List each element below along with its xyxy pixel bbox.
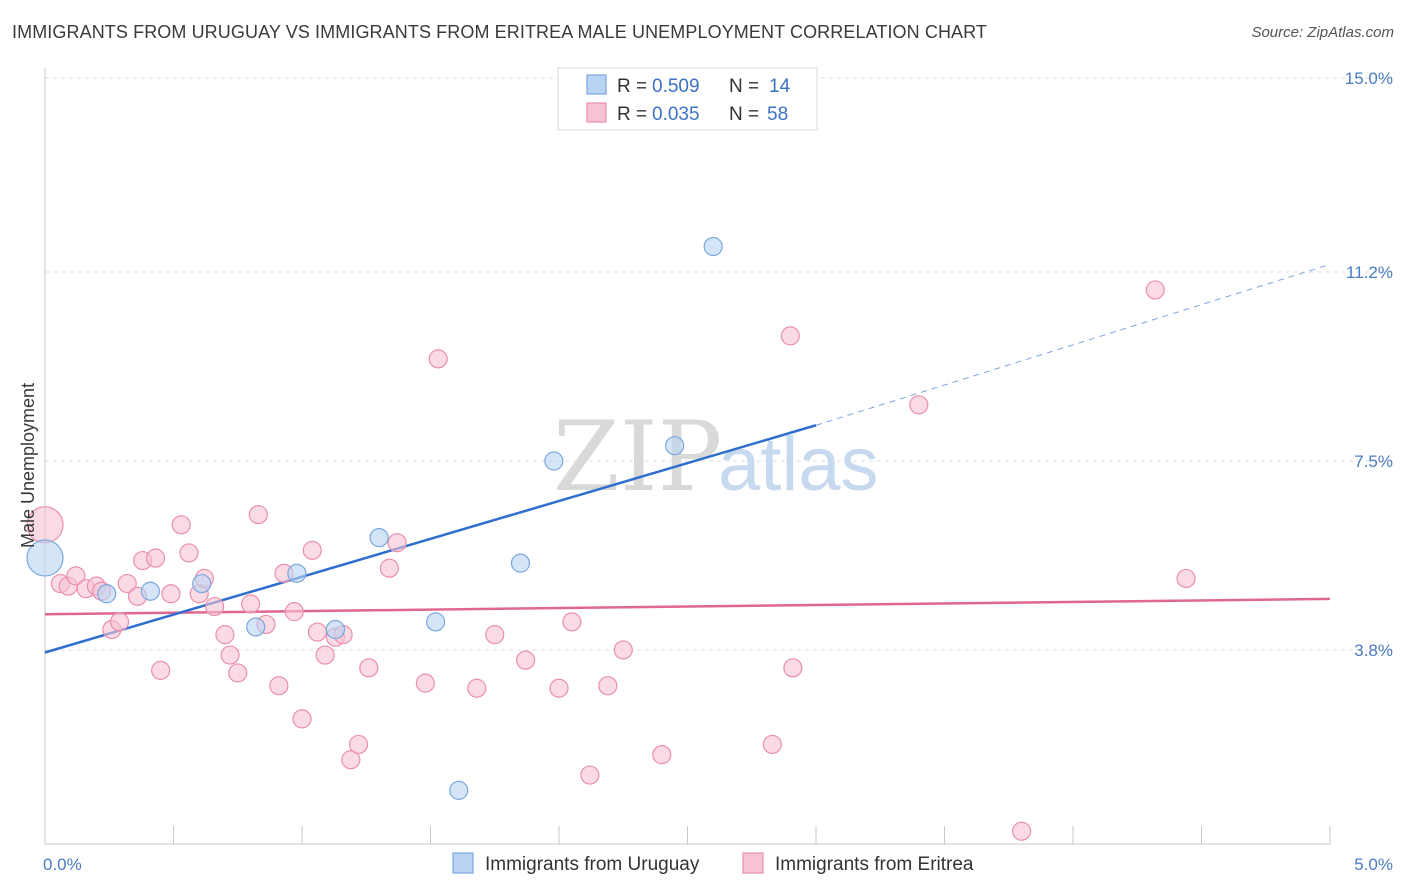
point-eritrea-37 xyxy=(359,658,379,678)
point-uruguay-3 xyxy=(192,573,212,594)
legend-r-value-uruguay: 0.509 xyxy=(652,76,700,97)
legend-r-label-uruguay: R = xyxy=(617,76,647,97)
legend-r-label-eritrea: R = xyxy=(617,104,647,125)
point-eritrea-53 xyxy=(783,658,803,678)
trend-lines xyxy=(44,263,1331,654)
point-eritrea-32 xyxy=(315,645,335,665)
point-eritrea-3 xyxy=(66,566,86,586)
point-eritrea-48 xyxy=(598,676,618,696)
point-eritrea-36 xyxy=(348,734,369,755)
series-legend-swatch-uruguay xyxy=(452,852,474,874)
point-eritrea-8 xyxy=(109,612,130,632)
y-axis-label: Male Unemployment xyxy=(18,383,38,548)
x-tick-label-0: 0.0% xyxy=(43,855,82,874)
point-eritrea-12 xyxy=(145,548,166,568)
point-eritrea-13 xyxy=(151,660,171,680)
point-eritrea-52 xyxy=(780,326,800,346)
watermark-atlas: atlas xyxy=(718,422,879,507)
trend-line-eritrea xyxy=(44,597,1331,616)
trend-line-uruguay-extension xyxy=(815,263,1331,426)
point-eritrea-56 xyxy=(1145,280,1165,300)
series-legend-label-eritrea: Immigrants from Eritrea xyxy=(775,854,974,875)
point-uruguay-10 xyxy=(510,553,531,573)
legend-n-value-eritrea: 58 xyxy=(767,104,788,125)
point-uruguay-2 xyxy=(140,581,160,601)
legend-swatch-eritrea xyxy=(586,102,607,123)
point-eritrea-31 xyxy=(307,622,328,642)
point-eritrea-38 xyxy=(379,558,399,578)
point-eritrea-45 xyxy=(549,678,569,698)
point-eritrea-57 xyxy=(1176,568,1196,589)
point-uruguay-8 xyxy=(426,612,446,632)
series-legend-label-uruguay: Immigrants from Uruguay xyxy=(485,854,700,875)
point-uruguay-1 xyxy=(97,584,117,604)
point-uruguay-12 xyxy=(665,436,685,456)
y-tick-label-3: 15.0% xyxy=(1345,69,1393,88)
point-eritrea-49 xyxy=(613,640,633,660)
point-uruguay-5 xyxy=(287,563,307,583)
point-eritrea-15 xyxy=(171,515,191,535)
point-uruguay-7 xyxy=(369,527,389,548)
point-eritrea-21 xyxy=(220,645,240,665)
point-eritrea-29 xyxy=(292,709,312,729)
source-label: Source: ZipAtlas.com xyxy=(1251,24,1394,41)
gridlines xyxy=(45,77,1392,651)
point-eritrea-30 xyxy=(302,540,322,560)
point-uruguay-9 xyxy=(449,780,469,800)
point-eritrea-16 xyxy=(179,543,199,563)
point-eritrea-19 xyxy=(205,596,225,617)
point-uruguay-13 xyxy=(703,236,723,257)
legend-n-label-eritrea: N = xyxy=(729,104,759,125)
point-eritrea-23 xyxy=(241,594,261,614)
point-eritrea-43 xyxy=(485,625,505,645)
point-uruguay-4 xyxy=(246,617,266,637)
point-eritrea-9 xyxy=(117,573,137,594)
point-eritrea-50 xyxy=(652,745,672,765)
chart-title: IMMIGRANTS FROM URUGUAY VS IMMIGRANTS FR… xyxy=(12,22,988,42)
point-eritrea-47 xyxy=(580,765,600,785)
point-uruguay-6 xyxy=(325,619,346,640)
point-eritrea-51 xyxy=(762,734,782,755)
legend-r-value-eritrea: 0.035 xyxy=(652,104,700,125)
point-eritrea-28 xyxy=(284,602,304,622)
point-uruguay-11 xyxy=(544,451,564,471)
point-eritrea-24 xyxy=(248,505,268,525)
point-eritrea-26 xyxy=(269,676,289,696)
point-eritrea-40 xyxy=(415,673,435,693)
legend-n-value-uruguay: 14 xyxy=(769,76,791,97)
point-eritrea-44 xyxy=(515,650,536,670)
point-eritrea-20 xyxy=(215,625,235,645)
tick-labels: 3.8% 7.5% 11.2% 15.0% 0.0% 5.0% xyxy=(43,69,1393,874)
point-eritrea-22 xyxy=(228,663,248,683)
point-eritrea-35 xyxy=(341,750,361,770)
trend-line-uruguay xyxy=(44,424,817,654)
series-legend: Immigrants from Uruguay Immigrants from … xyxy=(452,852,974,875)
axes xyxy=(44,68,1331,845)
point-eritrea-46 xyxy=(562,612,582,632)
series-legend-swatch-eritrea xyxy=(742,852,764,874)
y-tick-label-0: 3.8% xyxy=(1354,641,1393,660)
data-points xyxy=(26,236,1196,841)
legend-swatch-uruguay xyxy=(586,74,607,95)
point-eritrea-41 xyxy=(428,349,448,369)
x-tick-label-1: 5.0% xyxy=(1354,855,1393,874)
legend: R = 0.509 N = 14 R = 0.035 N = 58 xyxy=(557,67,818,131)
y-tick-label-1: 7.5% xyxy=(1354,452,1393,471)
point-eritrea-42 xyxy=(467,678,487,698)
point-eritrea-55 xyxy=(1011,821,1032,841)
point-eritrea-14 xyxy=(161,584,181,604)
point-eritrea-39 xyxy=(387,533,407,553)
point-uruguay-0 xyxy=(26,539,64,577)
point-eritrea-54 xyxy=(909,395,929,415)
y-tick-label-2: 11.2% xyxy=(1346,263,1393,282)
legend-n-label-uruguay: N = xyxy=(729,76,759,97)
